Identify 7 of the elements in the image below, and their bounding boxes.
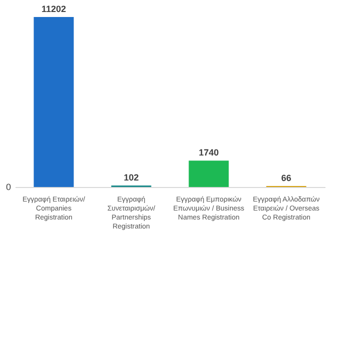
data-label: 66 xyxy=(281,173,292,183)
data-label: 1740 xyxy=(198,148,219,158)
bar xyxy=(188,160,229,187)
bar xyxy=(34,17,74,187)
data-label: 11202 xyxy=(41,4,66,14)
data-label: 102 xyxy=(124,172,139,182)
text: 0 xyxy=(6,182,11,192)
